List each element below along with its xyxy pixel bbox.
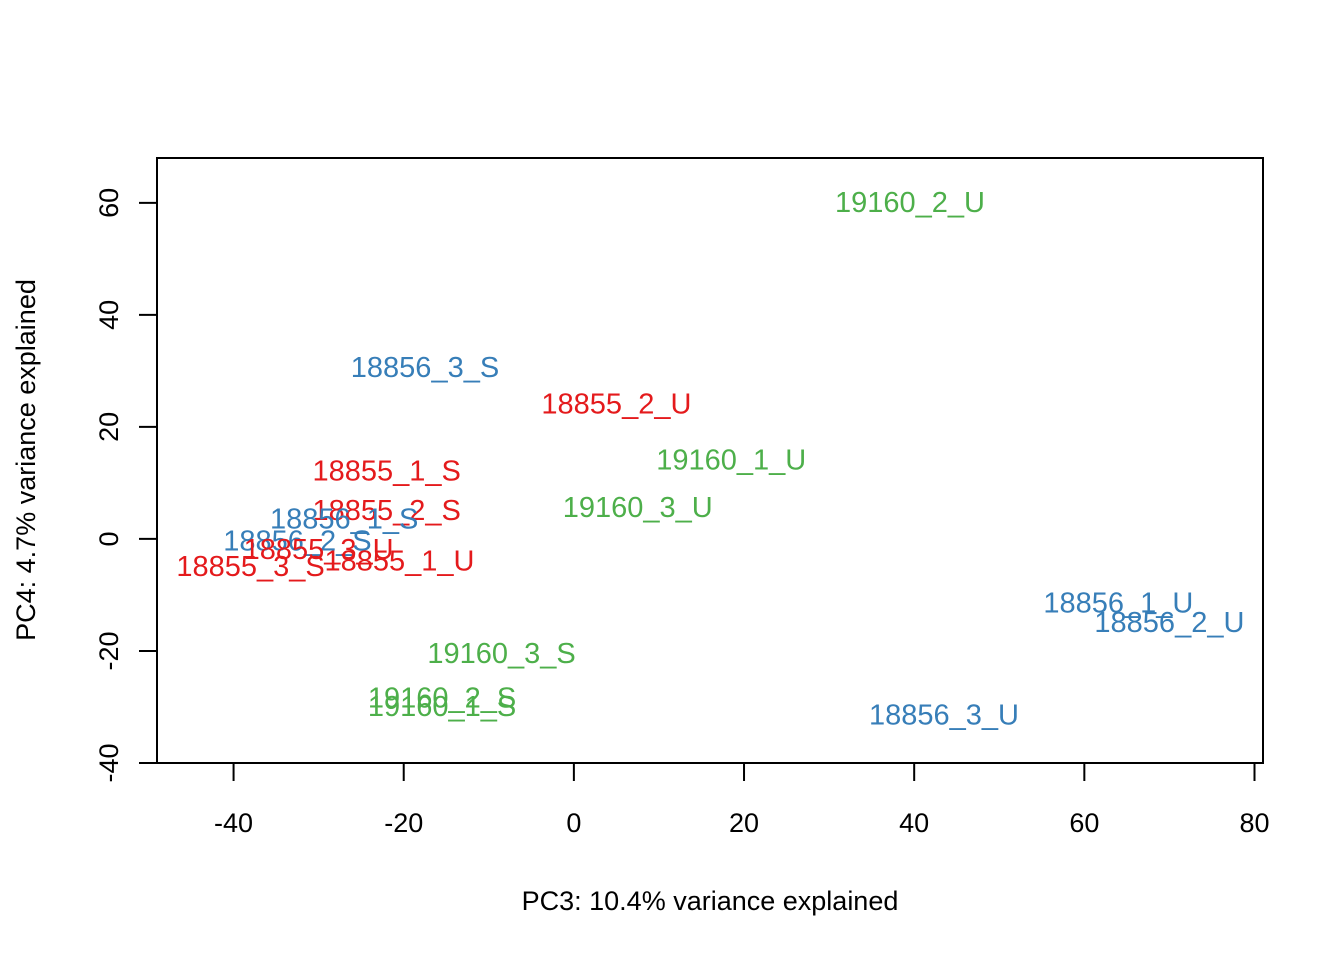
y-tick-label: -40 <box>94 743 124 782</box>
point-18855_2_U: 18855_2_U <box>541 388 691 420</box>
point-18856_3_S: 18856_3_S <box>351 352 499 384</box>
point-19160_2_U: 19160_2_U <box>835 187 985 219</box>
y-tick-label: 0 <box>94 531 124 546</box>
point-labels: 19160_2_U 18856_3_S 18855_2_U 18855_1_S 1916… <box>176 187 1244 732</box>
point-19160_3_U: 19160_3_U <box>563 492 713 524</box>
point-18855_1_U: 18855_1_U <box>324 545 474 577</box>
point-19160_1_S: 19160_1_S <box>368 691 516 723</box>
x-tick-label: 40 <box>899 808 929 838</box>
x-axis: -40 -20 0 20 40 60 80 <box>214 762 1270 838</box>
point-19160_1_U: 19160_1_U <box>656 445 806 477</box>
y-tick-label: 20 <box>94 412 124 442</box>
point-18856_2_U: 18856_2_U <box>1094 607 1244 639</box>
x-tick-label: 0 <box>566 808 581 838</box>
x-tick-label: 60 <box>1069 808 1099 838</box>
point-18856_1_U: 18856_1_U <box>1043 587 1193 619</box>
y-axis: -40 -20 0 20 40 60 <box>94 188 158 783</box>
point-18856_1_S: 18856_1_S <box>270 503 418 535</box>
y-tick-label: -20 <box>94 631 124 670</box>
point-18855_3_S: 18855_3_S <box>176 551 324 583</box>
x-tick-label: 80 <box>1239 808 1269 838</box>
point-18856_2_S: 18856_2_S <box>223 526 371 558</box>
y-tick-label: 40 <box>94 300 124 330</box>
y-axis-title: PC4: 4.7% variance explained <box>11 279 41 641</box>
x-tick-label: -20 <box>384 808 423 838</box>
x-tick-label: 20 <box>729 808 759 838</box>
point-19160_3_S: 19160_3_S <box>427 638 575 670</box>
y-tick-label: 60 <box>94 188 124 218</box>
x-axis-title: PC3: 10.4% variance explained <box>522 886 899 916</box>
point-18856_3_U: 18856_3_U <box>869 699 1019 731</box>
x-tick-label: -40 <box>214 808 253 838</box>
point-18855_2_S: 18855_2_S <box>313 495 461 527</box>
point-18855_3_U: 18855_3_U <box>244 534 394 566</box>
point-19160_2_S: 19160_2_S <box>368 683 516 715</box>
point-18855_1_S: 18855_1_S <box>313 456 461 488</box>
